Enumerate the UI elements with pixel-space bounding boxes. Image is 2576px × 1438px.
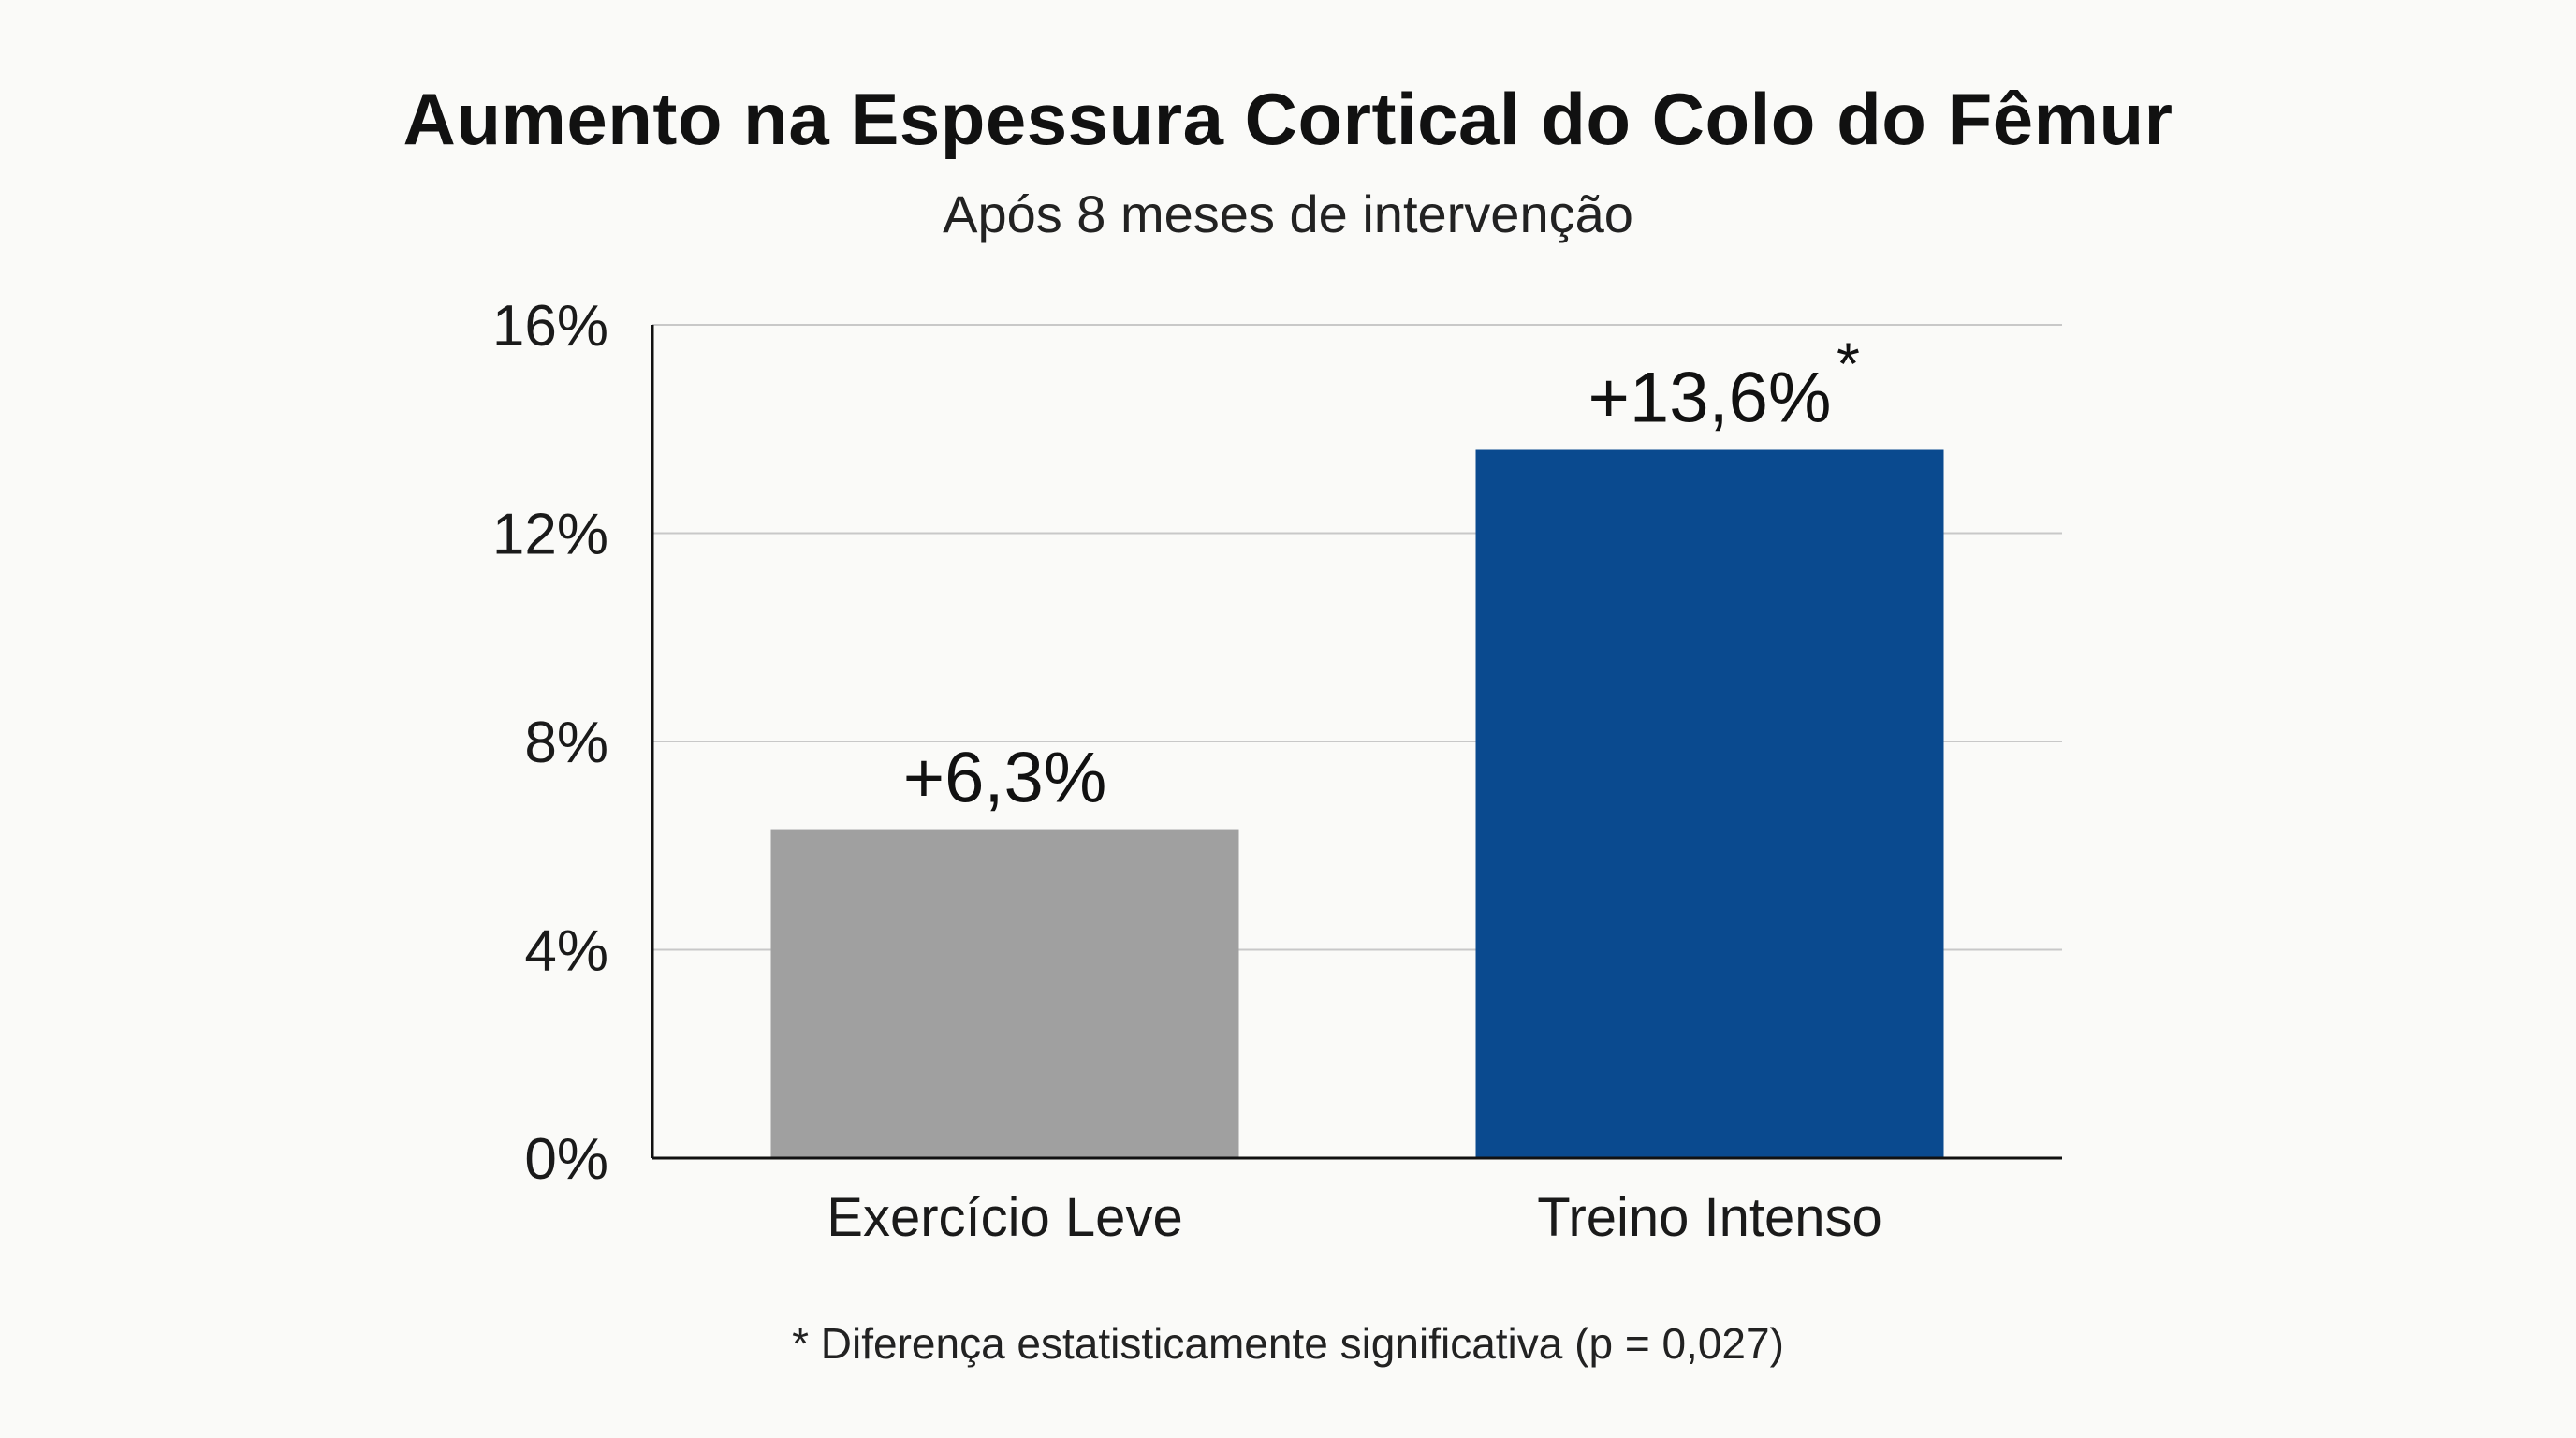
y-tick-label-4: 4% xyxy=(524,919,608,984)
significance-marker-1: * xyxy=(1837,330,1860,398)
significance-footnote: * Diferença estatisticamente significati… xyxy=(792,1319,1784,1368)
axes xyxy=(651,325,2062,1160)
bars xyxy=(770,449,1944,1158)
chart-subtitle: Após 8 meses de intervenção xyxy=(943,184,1633,243)
y-tick-label-8: 8% xyxy=(524,711,608,775)
labels: 0% 4% 8% 12% 16% +6,3% Exercício Leve +13,6% * Tr… xyxy=(492,294,1882,1248)
chart-title: Aumento na Espessura Cortical do Colo do… xyxy=(402,78,2174,160)
data-label-0: +6,3% xyxy=(903,739,1107,818)
y-tick-label-0: 0% xyxy=(524,1127,608,1192)
x-category-label-1: Treino Intenso xyxy=(1537,1187,1882,1248)
bar-0 xyxy=(770,829,1239,1158)
y-tick-label-16: 16% xyxy=(492,294,608,359)
y-tick-label-12: 12% xyxy=(492,503,608,567)
x-category-label-0: Exercício Leve xyxy=(827,1187,1182,1248)
data-label-1: +13,6% xyxy=(1588,359,1832,438)
bar-1 xyxy=(1475,449,1944,1158)
